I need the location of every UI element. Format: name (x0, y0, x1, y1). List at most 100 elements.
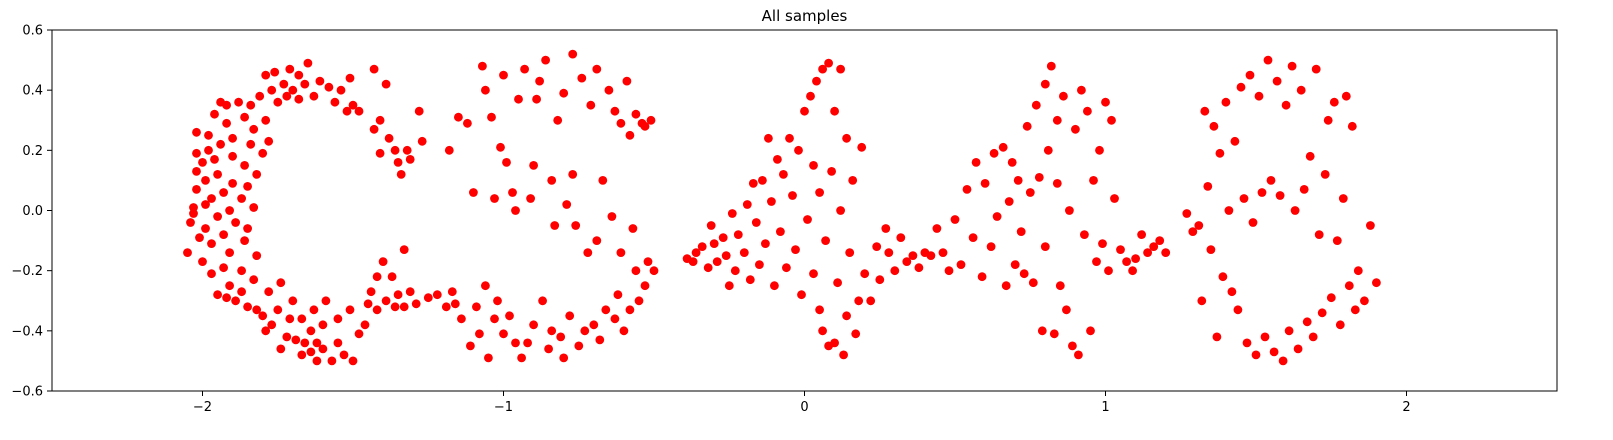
data-point (213, 170, 223, 179)
data-point (390, 145, 400, 155)
data-point (1233, 305, 1243, 315)
data-point (204, 145, 213, 155)
data-point (487, 112, 496, 122)
data-point (1224, 206, 1234, 215)
data-point (767, 197, 776, 206)
data-point (261, 326, 271, 336)
data-point (1245, 70, 1255, 80)
data-point (968, 233, 978, 243)
data-point (195, 233, 204, 243)
data-point (508, 188, 517, 197)
data-point (372, 272, 382, 282)
data-point (469, 188, 478, 197)
data-point (896, 233, 906, 243)
data-point (1016, 227, 1026, 237)
data-point (1347, 121, 1357, 131)
data-point (381, 79, 391, 89)
data-point (1013, 176, 1023, 185)
data-point (354, 106, 364, 116)
data-point (490, 194, 499, 203)
data-point (643, 257, 653, 266)
data-point (327, 356, 337, 366)
data-point (773, 155, 782, 164)
data-point (192, 127, 201, 137)
data-point (225, 248, 235, 257)
data-point (444, 145, 454, 155)
data-point (574, 341, 584, 351)
data-point (932, 224, 942, 233)
data-point (1296, 85, 1306, 95)
data-point (709, 239, 719, 249)
data-point (1194, 221, 1204, 230)
data-point (1116, 245, 1125, 255)
data-point (938, 248, 948, 257)
data-point (1028, 278, 1038, 288)
data-point (493, 296, 502, 306)
data-point (523, 338, 532, 348)
data-point (788, 191, 797, 200)
data-point (276, 344, 286, 354)
data-point (1314, 230, 1324, 240)
data-point (809, 161, 818, 170)
data-point (1022, 121, 1032, 131)
data-point (866, 296, 876, 306)
y-tick-label: 0.4 (22, 84, 43, 99)
data-point (300, 338, 310, 348)
data-point (776, 227, 785, 237)
data-point (1254, 91, 1264, 101)
data-point (785, 133, 794, 143)
data-point (348, 100, 358, 110)
data-point (201, 224, 210, 233)
data-point (529, 320, 538, 330)
data-point (980, 179, 990, 188)
data-point (1372, 278, 1381, 288)
data-point (640, 121, 650, 131)
chart-title: All samples (762, 7, 848, 25)
data-point (794, 145, 803, 155)
data-point (926, 251, 936, 260)
data-point (589, 320, 599, 330)
data-point (228, 179, 238, 188)
data-point (1278, 356, 1288, 366)
data-point (751, 218, 761, 227)
data-point (977, 272, 987, 282)
data-point (806, 91, 815, 101)
data-point (264, 287, 274, 297)
data-point (815, 188, 824, 197)
data-point (1287, 61, 1297, 71)
data-point (556, 332, 566, 342)
y-tick-label: 0.2 (22, 144, 43, 159)
data-point (225, 281, 235, 291)
data-point (848, 176, 858, 185)
y-tick-label: −0.2 (11, 264, 43, 279)
plot-frame (51, 29, 1558, 392)
data-point (1007, 158, 1017, 167)
data-point (779, 170, 788, 179)
data-point (1206, 245, 1216, 255)
data-point (631, 109, 641, 119)
data-point (607, 212, 617, 221)
data-point (207, 194, 216, 203)
data-point (550, 221, 560, 230)
data-point (1305, 151, 1315, 161)
data-point (1212, 332, 1222, 342)
data-point (405, 287, 415, 297)
data-point (297, 314, 307, 324)
data-point (1281, 100, 1291, 110)
data-point (1317, 308, 1327, 318)
data-point (393, 290, 403, 300)
data-point (613, 290, 623, 300)
data-point (249, 124, 259, 134)
data-point (303, 58, 313, 68)
data-point (1049, 329, 1059, 339)
data-point (1065, 206, 1074, 215)
data-point (252, 305, 262, 315)
data-point (475, 329, 484, 339)
data-point (547, 326, 557, 336)
data-point (225, 206, 235, 215)
data-point (402, 145, 412, 155)
data-point (219, 188, 229, 197)
data-point (625, 305, 635, 315)
data-point (312, 338, 322, 348)
data-point (198, 158, 207, 167)
